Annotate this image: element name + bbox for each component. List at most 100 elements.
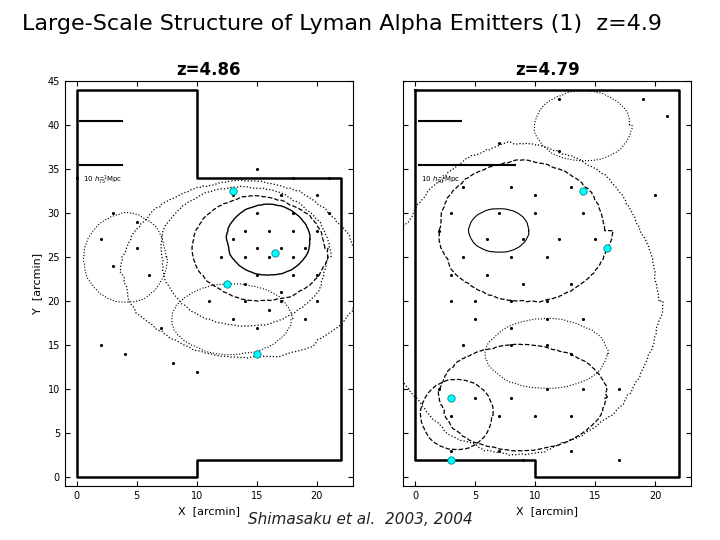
Point [541,314,553,323]
Point [590,235,601,244]
Point [565,349,577,358]
Y-axis label: Y  [arcmin]: Y [arcmin] [32,253,42,314]
X-axis label: X  [arcmin]: X [arcmin] [178,507,240,516]
Title: z=4.86: z=4.86 [176,62,241,79]
Point [577,209,589,218]
Title: z=4.79: z=4.79 [515,62,580,79]
Point [649,191,661,200]
Point [323,209,335,218]
Point [95,341,107,349]
Text: Shimasaku et al.  2003, 2004: Shimasaku et al. 2003, 2004 [248,511,472,526]
Point [482,235,493,244]
Point [541,341,553,349]
Point [505,183,517,191]
Point [311,271,323,279]
Point [505,323,517,332]
Point [662,112,673,120]
Point [239,279,251,288]
Point [518,455,529,464]
Point [299,244,310,253]
Point [457,253,469,261]
Point [251,209,263,218]
Point [529,191,541,200]
Point [469,314,481,323]
Point [227,187,238,195]
Point [251,349,263,358]
Point [227,235,238,244]
Point [541,385,553,394]
Point [529,411,541,420]
Point [565,183,577,191]
Point [493,138,505,147]
Point [554,94,565,103]
Point [275,288,287,296]
Point [221,279,233,288]
Point [269,248,281,257]
Point [167,359,179,367]
Point [263,226,274,235]
Point [446,411,457,420]
Point [287,209,299,218]
Point [493,447,505,455]
Point [541,297,553,306]
Point [239,297,251,306]
Point [446,209,457,218]
Point [311,297,323,306]
Point [287,173,299,182]
Point [275,191,287,200]
Point [505,394,517,402]
Point [215,253,227,261]
Point [95,235,107,244]
Point [613,385,625,394]
Point [275,244,287,253]
Point [565,411,577,420]
Point [505,253,517,261]
Point [493,209,505,218]
Point [469,297,481,306]
Text: $10\ h_{75}^{-1}{\rm Mpc}$: $10\ h_{75}^{-1}{\rm Mpc}$ [83,173,122,187]
Point [251,271,263,279]
Point [311,191,323,200]
Point [505,341,517,349]
Point [299,314,310,323]
Point [613,455,625,464]
Point [263,253,274,261]
Point [239,226,251,235]
Point [482,271,493,279]
Point [433,226,445,235]
Point [565,447,577,455]
Point [143,271,155,279]
Point [203,297,215,306]
Point [446,394,457,402]
Point [263,306,274,314]
Point [107,261,119,270]
Point [251,244,263,253]
Point [469,394,481,402]
Point [637,94,649,103]
Point [505,297,517,306]
Point [227,314,238,323]
Point [577,314,589,323]
Point [518,235,529,244]
Point [239,253,251,261]
Point [541,253,553,261]
Point [131,218,143,226]
Point [457,341,469,349]
Point [577,385,589,394]
Point [275,297,287,306]
Text: $10\ h_{70}^{-1}{\rm Mpc}$: $10\ h_{70}^{-1}{\rm Mpc}$ [421,173,461,187]
Point [119,349,130,358]
Point [251,323,263,332]
Text: Large-Scale Structure of Lyman Alpha Emitters (1)  z=4.9: Large-Scale Structure of Lyman Alpha Emi… [22,14,662,33]
Point [287,271,299,279]
Point [287,226,299,235]
Point [446,455,457,464]
Point [457,183,469,191]
Point [107,209,119,218]
Point [251,165,263,173]
Point [529,209,541,218]
Point [554,147,565,156]
Point [311,226,323,235]
Point [191,367,202,376]
Point [323,173,335,182]
